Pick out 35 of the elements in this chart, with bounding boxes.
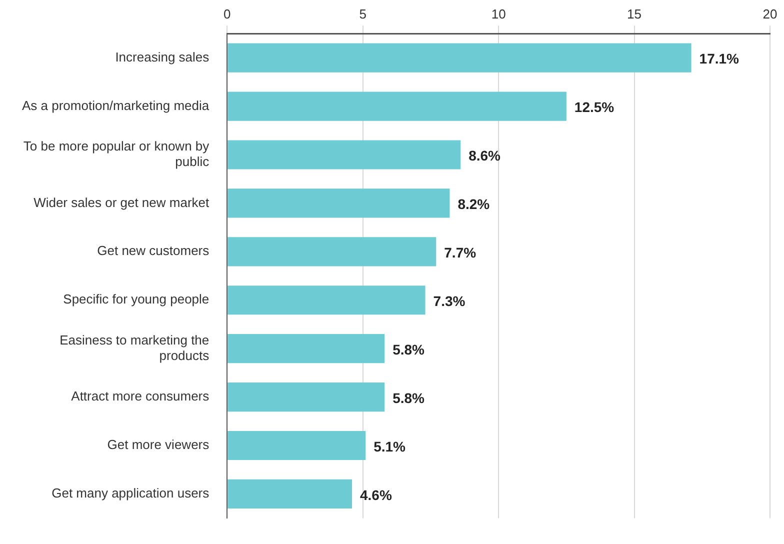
bar <box>228 479 352 509</box>
data-label: 5.8% <box>392 341 426 358</box>
bar <box>228 140 461 170</box>
y-tick-label: Get more viewers <box>107 437 210 452</box>
y-tick-label: Specific for young people <box>63 292 210 307</box>
y-tick-label: Easiness to marketing the products <box>60 332 210 363</box>
bar <box>228 188 450 218</box>
x-tick-label: 20 <box>762 6 778 22</box>
data-label: 12.5% <box>574 99 615 116</box>
bar <box>228 92 566 121</box>
data-label: 7.3% <box>433 292 466 309</box>
y-tick-label: Attract more consumers <box>71 388 210 404</box>
x-tick-label: 5 <box>359 6 366 22</box>
bar <box>228 334 385 364</box>
x-tick-label: 10 <box>491 6 506 22</box>
bar <box>228 237 436 266</box>
x-tick-label: 0 <box>224 6 231 22</box>
y-tick-label: Get new customers <box>97 243 210 258</box>
data-label: 8.2% <box>458 196 490 212</box>
bar <box>228 286 426 315</box>
bar <box>228 43 692 72</box>
y-tick-label: To be more popular or known by public <box>23 138 210 170</box>
y-tick-label: Get many application users <box>52 486 210 501</box>
data-label: 17.1% <box>699 50 740 67</box>
bar <box>228 430 366 460</box>
data-label: 5.1% <box>374 438 406 454</box>
data-label: 7.7% <box>444 244 477 261</box>
data-label: 4.6% <box>360 486 392 503</box>
bar <box>228 382 385 412</box>
y-tick-label: As a promotion/marketing media <box>22 98 210 113</box>
y-tick-label: Increasing sales <box>115 49 210 64</box>
data-label: 5.8% <box>392 390 426 406</box>
x-tick-label: 15 <box>627 6 642 22</box>
y-tick-label: Wider sales or get new market <box>34 194 210 210</box>
data-label: 8.6% <box>468 148 502 164</box>
